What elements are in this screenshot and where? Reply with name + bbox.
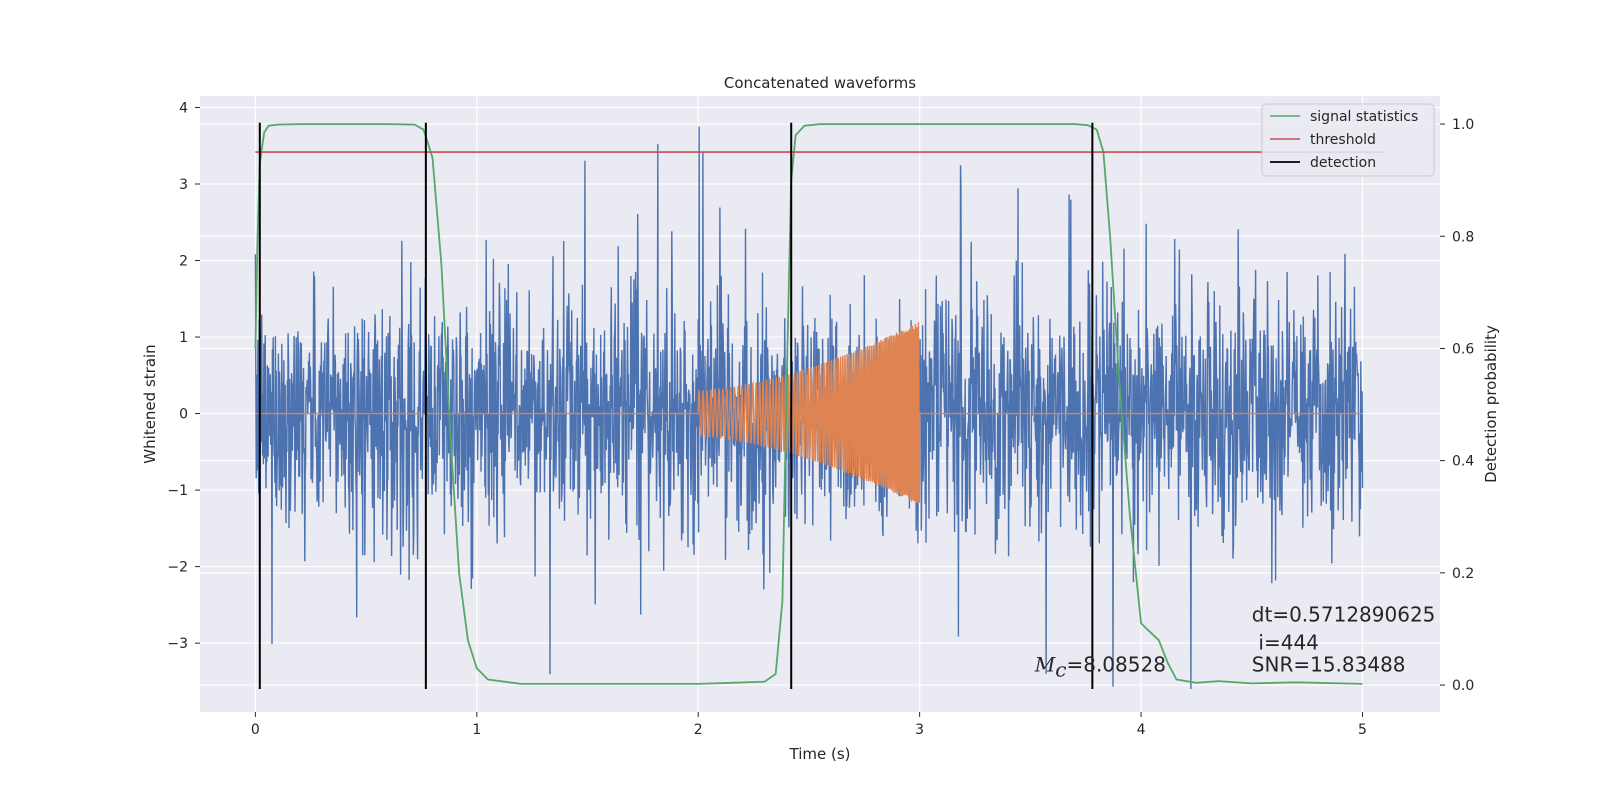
legend: signal statistics threshold detection — [1261, 103, 1435, 177]
legend-box — [1261, 103, 1435, 177]
y2-tick-label: 0.4 — [1452, 454, 1474, 470]
x-axis-label: Time (s) — [789, 745, 851, 763]
annotation-text: i=444 — [1258, 630, 1319, 654]
y-axis-label: Whitened strain — [141, 344, 159, 463]
y-tick-label: −3 — [167, 636, 188, 652]
y2-axis-label: Detection probability — [1482, 325, 1500, 483]
y-tick-label: 2 — [179, 254, 188, 270]
y2-tick-label: 0.6 — [1452, 341, 1474, 357]
annotation-text: Mc=8.08528 — [1034, 652, 1166, 681]
statistics-line — [254, 123, 1363, 685]
chart-title: Concatenated waveforms — [724, 74, 916, 92]
y-tick-label: −2 — [167, 560, 188, 576]
y-tick-label: −1 — [167, 483, 188, 499]
axes: 0 1 2 3 4 5 −3 −2 −1 0 1 2 3 4 0.0 0.2 0.4 0.6 0.8 1.0 — [167, 100, 1474, 738]
annotations: Mc=8.08528 dt=0.5712890625 i=444SNR=15.834… — [1034, 603, 1436, 682]
signal-series — [255, 322, 1363, 504]
legend-label-statistics: signal statistics — [1310, 109, 1418, 125]
x-tick-label: 5 — [1358, 722, 1367, 738]
y2-tick-label: 0.8 — [1452, 229, 1474, 245]
y-tick-label: 3 — [179, 177, 188, 193]
y-tick-label: 4 — [179, 100, 188, 116]
statistics-series — [254, 123, 1363, 685]
x-tick-label: 2 — [694, 722, 703, 738]
detection-series — [258, 122, 1094, 690]
y-tick-label: 1 — [179, 330, 188, 346]
x-tick-label: 0 — [251, 722, 260, 738]
y-tick-label: 0 — [179, 407, 188, 423]
y2-tick-label: 0.2 — [1452, 566, 1474, 582]
legend-label-threshold: threshold — [1310, 132, 1376, 148]
annotation-text: SNR=15.83488 — [1252, 652, 1406, 676]
legend-label-detection: detection — [1310, 155, 1376, 171]
x-tick-label: 4 — [1137, 722, 1146, 738]
x-tick-label: 1 — [472, 722, 481, 738]
annotation-text: dt=0.5712890625 — [1252, 603, 1436, 627]
y2-tick-label: 1.0 — [1452, 117, 1474, 133]
x-tick-label: 3 — [915, 722, 924, 738]
signal-line — [255, 322, 1363, 504]
y2-tick-label: 0.0 — [1452, 678, 1474, 694]
